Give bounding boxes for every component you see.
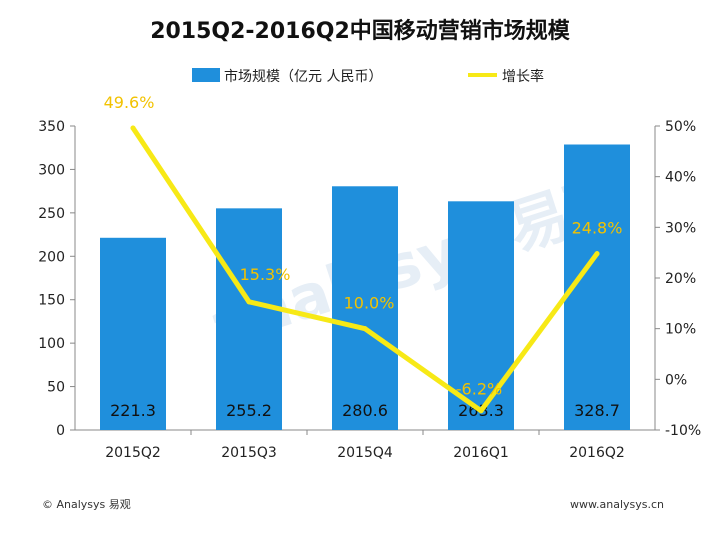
- growth-rate-label: 49.6%: [104, 93, 155, 112]
- chart-title: 2015Q2-2016Q2中国移动营销市场规模: [150, 18, 571, 44]
- y-right-tick-label: 10%: [665, 322, 696, 338]
- y-left-tick-label: 350: [38, 119, 65, 135]
- y-right-tick-label: 40%: [665, 170, 696, 186]
- bar-value-label: 221.3: [110, 401, 156, 420]
- growth-rate-point: [246, 299, 252, 305]
- y-right-tick-label: 50%: [665, 119, 696, 135]
- x-tick-label: 2015Q3: [221, 445, 277, 461]
- bar: [448, 201, 514, 430]
- y-left-tick-label: 50: [47, 380, 65, 396]
- legend-bar-label: 市场规模（亿元 人民币）: [224, 68, 382, 85]
- bar: [332, 186, 398, 430]
- bar-value-label: 328.7: [574, 401, 620, 420]
- growth-rate-point: [594, 251, 600, 257]
- growth-rate-label: -6.2%: [456, 380, 502, 399]
- growth-rate-point: [478, 408, 484, 414]
- y-left-tick-label: 150: [38, 293, 65, 309]
- bar: [216, 208, 282, 430]
- x-tick-label: 2015Q2: [105, 445, 161, 461]
- y-left-tick-label: 250: [38, 206, 65, 222]
- x-tick-label: 2015Q4: [337, 445, 393, 461]
- bar-value-label: 280.6: [342, 401, 388, 420]
- y-right-tick-label: 0%: [665, 372, 687, 388]
- bar: [100, 237, 166, 430]
- x-tick-label: 2016Q1: [453, 445, 509, 461]
- y-right-tick-label: -10%: [665, 423, 701, 439]
- footer-copyright: © Analysys 易观: [42, 498, 131, 511]
- bar-value-label: 255.2: [226, 401, 272, 420]
- y-left-tick-label: 0: [56, 423, 65, 439]
- y-left-tick-label: 100: [38, 336, 65, 352]
- y-right-tick-label: 20%: [665, 271, 696, 287]
- y-left-tick-label: 200: [38, 249, 65, 265]
- growth-rate-point: [130, 125, 136, 131]
- x-tick-label: 2016Q2: [569, 445, 625, 461]
- y-right-tick-label: 30%: [665, 220, 696, 236]
- growth-rate-point: [362, 326, 368, 332]
- legend-line-label: 增长率: [502, 68, 544, 85]
- growth-rate-label: 15.3%: [240, 265, 291, 284]
- growth-rate-label: 24.8%: [572, 219, 623, 238]
- footer-url: www.analysys.cn: [570, 498, 664, 511]
- legend-bar-swatch: [192, 68, 220, 82]
- y-left-tick-label: 300: [38, 162, 65, 178]
- growth-rate-label: 10.0%: [344, 294, 395, 313]
